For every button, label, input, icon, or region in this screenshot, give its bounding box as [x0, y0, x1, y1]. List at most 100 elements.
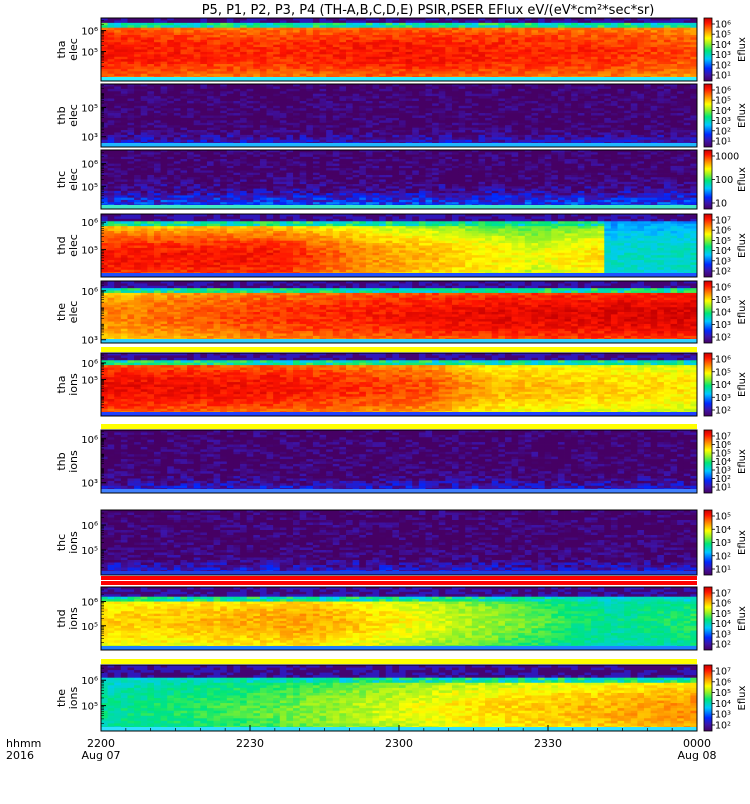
spectrogram-cell	[253, 86, 260, 89]
spectrogram-cell	[584, 86, 591, 89]
spectrogram-cell	[439, 47, 446, 50]
spectrogram-cell	[591, 132, 598, 135]
spectrogram-cell	[591, 113, 598, 116]
spectrogram-cell	[690, 57, 697, 60]
spectrogram-cell	[545, 99, 552, 102]
spectrogram-cell	[114, 195, 121, 198]
spectrogram-cell	[505, 111, 512, 114]
spectrogram-cell	[366, 96, 373, 99]
spectrogram-cell	[134, 42, 141, 45]
spectrogram-cell	[174, 130, 181, 133]
spectrogram-cell	[339, 47, 346, 50]
spectrogram-cell	[161, 37, 168, 40]
spectrogram-cell	[551, 59, 558, 62]
spectrogram-cell	[677, 99, 684, 102]
spectrogram-cell	[260, 99, 267, 102]
spectrogram-cell	[134, 91, 141, 94]
spectrogram-cell	[525, 120, 532, 123]
spectrogram-cell	[114, 40, 121, 43]
spectrogram-cell	[485, 140, 492, 143]
spectrogram-cell	[353, 99, 360, 102]
spectrogram-cell	[267, 66, 274, 69]
spectrogram-cell	[108, 170, 115, 173]
spectrogram-cell	[525, 86, 532, 89]
spectrogram-cell	[631, 40, 638, 43]
spectrogram-cell	[167, 64, 174, 67]
spectrogram-cell	[240, 135, 247, 138]
spectrogram-cell	[326, 137, 333, 140]
spectrogram-cell	[121, 33, 128, 36]
spectrogram-cell	[313, 47, 320, 50]
spectrogram-cell	[558, 54, 565, 57]
spectrogram-cell	[108, 198, 115, 201]
spectrogram-cell	[379, 130, 386, 133]
spectrogram-cell	[127, 200, 134, 203]
spectrogram-cell	[485, 89, 492, 92]
spectrogram-cell	[253, 25, 260, 28]
spectrogram-cell	[465, 86, 472, 89]
spectrogram-cell	[214, 120, 221, 123]
spectrogram-cell	[657, 91, 664, 94]
spectrogram-cell	[512, 89, 519, 92]
spectrogram-cell	[671, 42, 678, 45]
spectrogram-cell	[200, 86, 207, 89]
spectrogram-cell	[260, 25, 267, 28]
spectrogram-cell	[154, 108, 161, 111]
spectrogram-cell	[108, 159, 115, 162]
spectrogram-cell	[465, 28, 472, 31]
spectrogram-cell	[141, 177, 148, 180]
spectrogram-cell	[180, 101, 187, 104]
spectrogram-cell	[651, 52, 658, 55]
spectrogram-cell	[326, 120, 333, 123]
spectrogram-cell	[194, 106, 201, 109]
spectrogram-cell	[260, 47, 267, 50]
spectrogram-cell	[108, 28, 115, 31]
spectrogram-cell	[637, 52, 644, 55]
spectrogram-cell	[485, 42, 492, 45]
spectrogram-cell	[392, 113, 399, 116]
spectrogram-cell	[584, 123, 591, 126]
spectrogram-cell	[353, 113, 360, 116]
spectrogram-cell	[485, 94, 492, 97]
spectrogram-cell	[214, 130, 221, 133]
spectrogram-cell	[121, 54, 128, 57]
spectrogram-cell	[657, 69, 664, 72]
spectrogram-cell	[247, 57, 254, 60]
spectrogram-cell	[644, 74, 651, 77]
spectrogram-cell	[671, 66, 678, 69]
spectrogram-cell	[240, 96, 247, 99]
spectrogram-cell	[399, 28, 406, 31]
spectrogram-cell	[286, 86, 293, 89]
spectrogram-cell	[227, 91, 234, 94]
spectrogram-cell	[445, 132, 452, 135]
spectrogram-cell	[419, 113, 426, 116]
spectrogram-cell	[425, 140, 432, 143]
spectrogram-cell	[134, 103, 141, 106]
spectrogram-cell	[359, 64, 366, 67]
spectrogram-cell	[551, 42, 558, 45]
spectrogram-cell	[584, 128, 591, 131]
spectrogram-cell	[558, 135, 565, 138]
spectrogram-cell	[618, 66, 625, 69]
spectrogram-cell	[677, 116, 684, 119]
spectrogram-cell	[187, 116, 194, 119]
spectrogram-cell	[604, 71, 611, 74]
spectrogram-cell	[677, 135, 684, 138]
spectrogram-cell	[531, 94, 538, 97]
spectrogram-cell	[379, 111, 386, 114]
spectrogram-cell	[267, 28, 274, 31]
spectrogram-cell	[194, 37, 201, 40]
spectrogram-cell	[651, 23, 658, 26]
spectrogram-cell	[108, 108, 115, 111]
spectrogram-cell	[114, 202, 121, 205]
spectrogram-cell	[386, 71, 393, 74]
spectrogram-cell	[260, 101, 267, 104]
spectrogram-cell	[406, 71, 413, 74]
spectrogram-cell	[359, 30, 366, 33]
spectrogram-cell	[147, 184, 154, 187]
spectrogram-cell	[108, 116, 115, 119]
spectrogram-cell	[425, 54, 432, 57]
spectrogram-cell	[598, 30, 605, 33]
spectrogram-cell	[121, 186, 128, 189]
spectrogram-cell	[359, 99, 366, 102]
